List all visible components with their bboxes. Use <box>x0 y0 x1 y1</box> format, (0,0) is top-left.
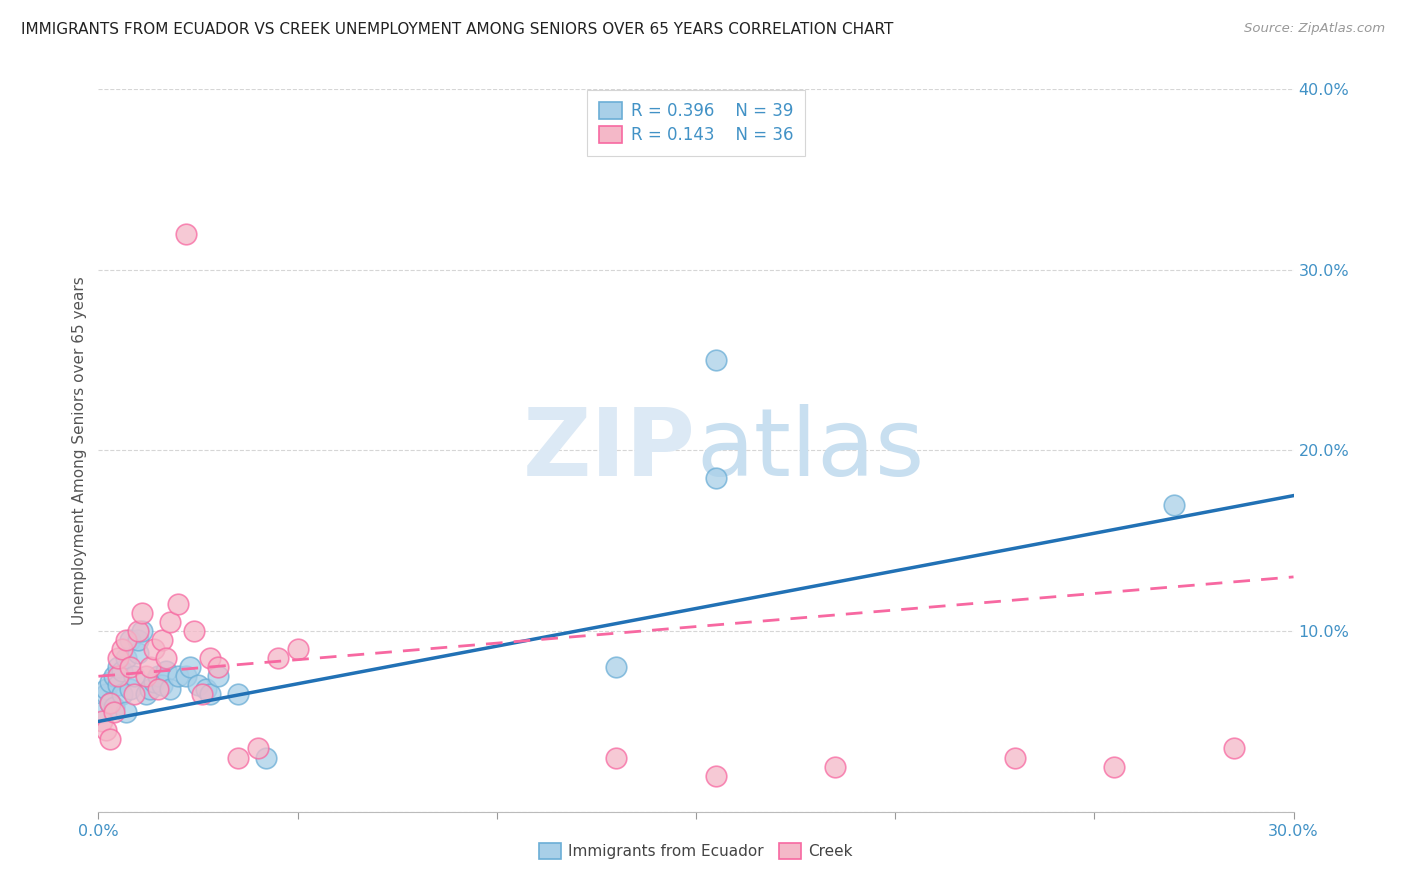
Point <box>98 697 122 711</box>
Point <box>115 633 138 648</box>
Point <box>198 651 221 665</box>
Point <box>1104 759 1126 773</box>
Point <box>135 687 157 701</box>
Point <box>1223 741 1246 756</box>
Point <box>187 678 209 692</box>
Point <box>120 660 142 674</box>
Point <box>159 681 181 696</box>
Point <box>98 674 122 689</box>
Point <box>115 651 138 665</box>
Point <box>143 674 166 689</box>
Point <box>1004 750 1026 764</box>
Point <box>704 769 727 783</box>
Point <box>96 687 118 701</box>
Point <box>103 706 125 720</box>
Point <box>179 660 201 674</box>
Point <box>226 687 249 701</box>
Point <box>139 681 162 696</box>
Point <box>148 669 170 683</box>
Point <box>124 669 146 683</box>
Point <box>155 651 177 665</box>
Point <box>103 669 125 683</box>
Point <box>195 681 218 696</box>
Point <box>98 697 122 711</box>
Point <box>167 597 190 611</box>
Point <box>150 633 173 648</box>
Point <box>107 660 129 674</box>
Point <box>246 741 269 756</box>
Point <box>150 678 173 692</box>
Point <box>131 606 153 620</box>
Point <box>148 681 170 696</box>
Point <box>107 678 129 692</box>
Y-axis label: Unemployment Among Seniors over 65 years: Unemployment Among Seniors over 65 years <box>72 277 87 624</box>
Point <box>135 669 157 683</box>
Point <box>704 353 727 368</box>
Point <box>207 669 229 683</box>
Point <box>183 624 205 639</box>
Text: atlas: atlas <box>696 404 924 497</box>
Point <box>127 646 149 660</box>
Point <box>103 700 125 714</box>
Point <box>174 669 197 683</box>
Point <box>159 615 181 629</box>
Point <box>1163 498 1185 512</box>
Point <box>91 706 114 720</box>
Point <box>115 706 138 720</box>
Point <box>98 732 122 747</box>
Point <box>91 714 114 729</box>
Point <box>127 624 149 639</box>
Point <box>139 660 162 674</box>
Point <box>191 687 214 701</box>
Text: ZIP: ZIP <box>523 404 696 497</box>
Legend: Immigrants from Ecuador, Creek: Immigrants from Ecuador, Creek <box>533 838 859 865</box>
Point <box>704 470 727 484</box>
Point <box>127 633 149 648</box>
Point <box>198 687 221 701</box>
Point <box>107 669 129 683</box>
Point <box>143 642 166 657</box>
Point <box>111 687 134 701</box>
Point <box>174 227 197 241</box>
Point <box>107 651 129 665</box>
Point <box>254 750 277 764</box>
Point <box>605 750 627 764</box>
Point <box>111 642 134 657</box>
Point <box>96 681 118 696</box>
Text: IMMIGRANTS FROM ECUADOR VS CREEK UNEMPLOYMENT AMONG SENIORS OVER 65 YEARS CORREL: IMMIGRANTS FROM ECUADOR VS CREEK UNEMPLO… <box>21 22 893 37</box>
Point <box>124 687 146 701</box>
Point <box>207 660 229 674</box>
Point <box>226 750 249 764</box>
Point <box>111 664 134 678</box>
Point <box>267 651 290 665</box>
Point <box>131 624 153 639</box>
Point <box>120 681 142 696</box>
Point <box>167 669 190 683</box>
Point <box>287 642 309 657</box>
Point <box>824 759 846 773</box>
Point <box>120 633 142 648</box>
Point <box>605 660 627 674</box>
Point <box>96 723 118 738</box>
Point <box>155 664 177 678</box>
Text: Source: ZipAtlas.com: Source: ZipAtlas.com <box>1244 22 1385 36</box>
